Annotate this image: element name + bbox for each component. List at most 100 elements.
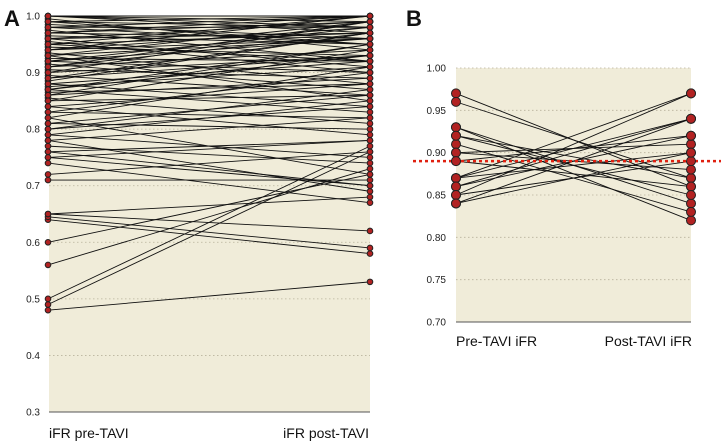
post-tavi-point	[686, 215, 696, 226]
post-tavi-point	[366, 91, 374, 99]
post-tavi-point	[366, 227, 374, 235]
post-tavi-point	[366, 103, 374, 110]
y-tick-label: 0.5	[26, 294, 40, 305]
post-tavi-point	[686, 198, 696, 209]
y-tick-label: 0.90	[427, 148, 447, 159]
y-tick-label: 1.00	[427, 64, 447, 75]
pre-tavi-point	[44, 103, 52, 110]
y-tick-label: 0.70	[427, 318, 447, 329]
patient-line	[47, 49, 371, 68]
pre-tavi-point	[44, 29, 52, 37]
pre-tavi-point	[451, 181, 461, 192]
patient-line	[47, 66, 371, 119]
pre-tavi-point	[44, 295, 52, 303]
post-tavi-point	[366, 193, 374, 201]
pre-tavi-point	[44, 91, 52, 99]
patient-line	[47, 196, 371, 215]
pre-tavi-point	[451, 198, 461, 209]
patient-line	[47, 140, 371, 158]
pre-tavi-point	[44, 63, 52, 71]
patient-line	[455, 160, 692, 187]
post-tavi-point	[366, 165, 374, 173]
y-tick-label: 0.7	[26, 181, 40, 192]
patient-line	[47, 21, 371, 34]
post-tavi-point	[686, 139, 696, 150]
pre-tavi-point	[44, 35, 52, 42]
patient-line	[47, 83, 371, 107]
patient-line	[47, 43, 371, 62]
panel-b-letter: B	[406, 6, 422, 31]
patient-line	[455, 118, 692, 187]
patient-line	[47, 41, 371, 74]
patient-line	[47, 281, 371, 311]
patient-line	[455, 118, 692, 204]
pre-tavi-point	[44, 137, 52, 144]
patient-line	[47, 35, 371, 45]
post-tavi-point	[366, 29, 374, 37]
y-tick-label: 0.9	[26, 68, 40, 79]
pre-tavi-point	[451, 156, 461, 167]
patient-line	[47, 89, 371, 113]
post-tavi-point	[366, 52, 374, 59]
post-tavi-point	[686, 181, 696, 192]
pre-tavi-point	[44, 12, 52, 20]
post-tavi-point	[366, 159, 374, 167]
panel-b: 0.70 0.75 0.80 0.85 0.90 0.95 1.00 Pre-TAVI iFR…	[413, 64, 721, 349]
patient-line	[47, 213, 371, 232]
pre-tavi-point	[44, 148, 52, 156]
patient-line	[47, 38, 371, 51]
post-tavi-point	[366, 86, 374, 93]
patient-line	[47, 151, 371, 305]
post-tavi-point	[686, 130, 696, 141]
post-tavi-point	[366, 40, 374, 48]
patient-line	[455, 135, 692, 162]
y-tick-label: 0.4	[26, 351, 40, 362]
x-label-pre: iFR pre-TAVI	[49, 425, 129, 441]
patient-line	[47, 173, 371, 243]
patient-line	[47, 123, 371, 130]
patient-line	[47, 94, 371, 102]
post-tavi-point	[366, 35, 374, 42]
post-tavi-point	[366, 250, 374, 257]
patient-line	[47, 32, 371, 68]
post-tavi-point	[686, 190, 696, 200]
patient-line	[47, 140, 371, 192]
post-tavi-point	[366, 278, 374, 286]
post-tavi-point	[366, 125, 374, 133]
patient-line	[47, 15, 371, 28]
patient-line	[47, 15, 371, 45]
post-tavi-point	[366, 120, 374, 127]
post-tavi-point	[686, 113, 696, 124]
pre-tavi-point	[451, 190, 461, 200]
post-tavi-point	[366, 199, 374, 206]
pre-tavi-point	[451, 96, 461, 107]
pre-tavi-point	[44, 52, 52, 59]
pre-tavi-point	[44, 301, 52, 308]
post-tavi-point	[366, 114, 374, 122]
pre-tavi-point	[451, 130, 461, 141]
pre-tavi-point	[44, 159, 52, 167]
post-tavi-point	[366, 24, 374, 31]
patient-line	[47, 69, 371, 79]
patient-line	[455, 92, 692, 196]
pre-tavi-point	[44, 74, 52, 82]
pre-tavi-point	[44, 154, 52, 161]
post-tavi-point	[366, 154, 374, 161]
pre-tavi-point	[44, 108, 52, 116]
pre-tavi-point	[44, 125, 52, 133]
post-tavi-point	[366, 69, 374, 76]
patient-line	[47, 219, 371, 255]
pre-tavi-point	[44, 24, 52, 31]
pre-tavi-point	[451, 122, 461, 133]
post-tavi-point	[366, 63, 374, 71]
pre-tavi-point	[44, 142, 52, 150]
post-tavi-point	[686, 173, 696, 184]
y-tick-label: 0.3	[26, 408, 40, 419]
pre-tavi-point	[44, 114, 52, 122]
patient-line	[47, 18, 371, 51]
post-tavi-point	[366, 142, 374, 150]
pre-tavi-point	[44, 46, 52, 54]
post-tavi-point	[366, 171, 374, 178]
patient-line	[47, 74, 371, 96]
